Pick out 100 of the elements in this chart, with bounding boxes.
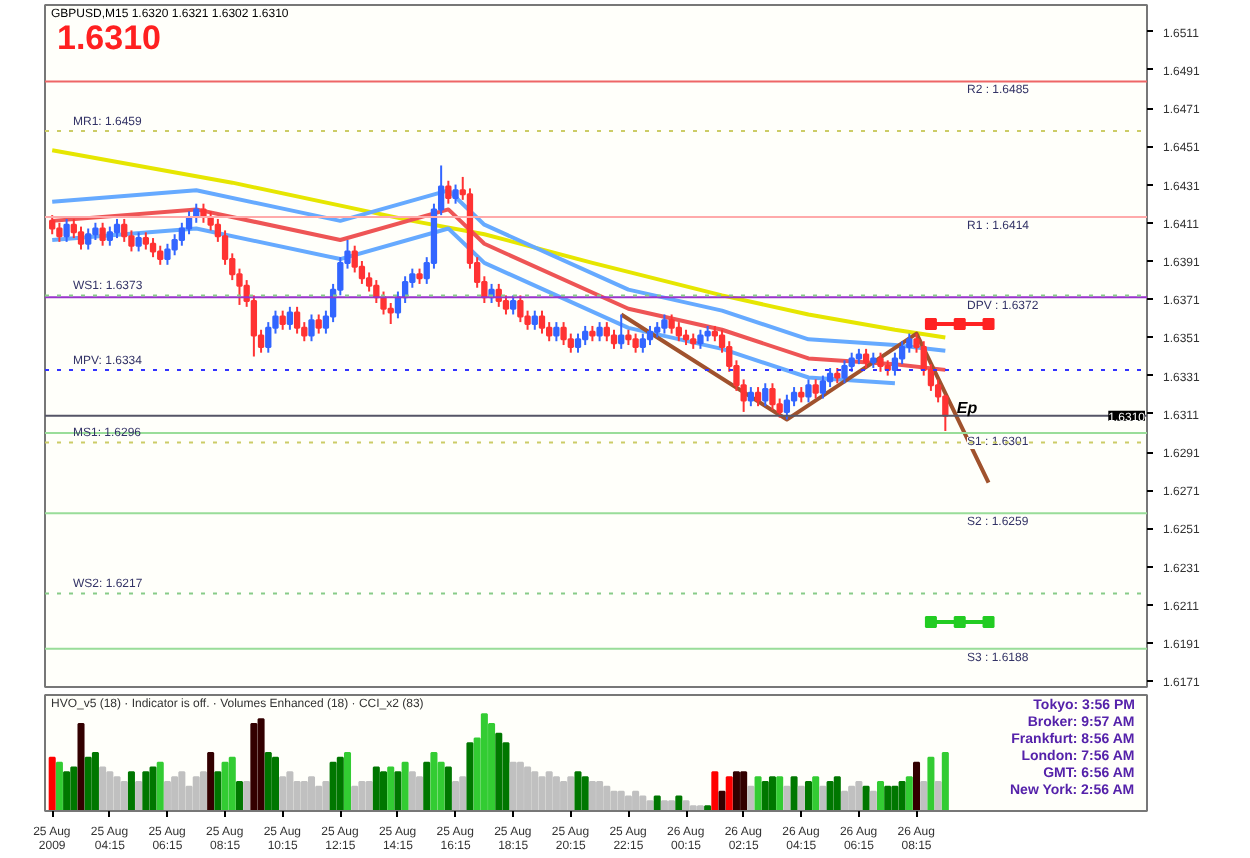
- bar: [286, 771, 294, 811]
- candlestick: [877, 351, 884, 373]
- bar: [840, 790, 849, 811]
- candlestick: [538, 309, 546, 335]
- bar: [927, 756, 935, 811]
- candlestick: [286, 305, 294, 331]
- bar: [387, 766, 395, 811]
- bar: [768, 776, 776, 811]
- candlestick: [603, 321, 610, 343]
- bar: [199, 771, 207, 811]
- bar: [718, 790, 726, 811]
- candlestick: [517, 294, 524, 324]
- bar: [790, 776, 798, 811]
- bar: [279, 776, 287, 811]
- bar: [235, 781, 243, 811]
- bar: [307, 776, 316, 811]
- candlestick: [531, 309, 538, 331]
- bar: [430, 752, 438, 811]
- candlestick: [452, 183, 459, 205]
- bar: [336, 756, 344, 811]
- candlestick: [560, 321, 567, 347]
- candlestick: [769, 382, 776, 411]
- bar: [322, 781, 330, 811]
- bar: [127, 771, 135, 811]
- bar: [372, 766, 380, 811]
- bar: [711, 771, 719, 811]
- bar: [408, 771, 416, 811]
- bar: [603, 785, 611, 811]
- bar: [70, 766, 78, 811]
- candlestick: [610, 328, 618, 350]
- bar: [884, 785, 892, 811]
- bar: [91, 752, 99, 811]
- candlestick: [668, 313, 675, 335]
- bar: [905, 776, 913, 811]
- bar: [848, 785, 856, 811]
- bar: [452, 781, 460, 811]
- candlestick: [841, 359, 848, 385]
- candlestick: [646, 324, 654, 347]
- bar: [941, 752, 949, 811]
- bar: [228, 756, 236, 811]
- candlestick: [574, 332, 582, 354]
- bar: [351, 785, 359, 811]
- candlestick: [56, 221, 63, 243]
- bar: [365, 781, 373, 811]
- bar: [617, 790, 625, 811]
- candlestick: [113, 217, 121, 240]
- bar: [423, 761, 431, 811]
- bar: [149, 766, 157, 811]
- chart-subtitle: 1.6310: [57, 19, 161, 57]
- candlestick: [445, 179, 452, 205]
- candlestick: [85, 227, 92, 251]
- candlestick: [135, 231, 142, 253]
- bar: [178, 771, 186, 811]
- bar: [509, 761, 517, 811]
- candlestick: [862, 347, 870, 369]
- candlestick: [315, 313, 322, 335]
- candlestick: [596, 321, 603, 343]
- bar: [754, 776, 762, 811]
- bar: [740, 771, 748, 811]
- bar: [891, 785, 899, 811]
- bar: [243, 781, 251, 811]
- bar: [156, 761, 164, 811]
- bar: [401, 761, 409, 811]
- line-series: [50, 226, 897, 386]
- bar: [574, 771, 582, 811]
- bar: [343, 752, 352, 811]
- bar: [682, 800, 690, 811]
- line-series: [50, 188, 948, 353]
- bar: [257, 718, 265, 811]
- bar: [862, 785, 870, 811]
- bar: [804, 781, 812, 811]
- candlestick: [121, 217, 128, 243]
- candlestick: [632, 332, 639, 354]
- bar: [77, 723, 85, 811]
- bar: [84, 756, 92, 811]
- candlestick: [293, 305, 301, 335]
- candlestick: [639, 332, 646, 354]
- bar: [776, 776, 784, 811]
- bar: [271, 756, 279, 811]
- candlestick: [697, 328, 704, 350]
- candlestick: [819, 374, 827, 400]
- candlestick: [99, 221, 106, 247]
- candlestick: [106, 225, 113, 247]
- candlestick: [747, 386, 755, 408]
- bar: [934, 781, 942, 811]
- candlestick: [812, 378, 819, 400]
- candlestick: [618, 313, 625, 350]
- bar: [632, 790, 640, 811]
- bar: [783, 785, 791, 811]
- bar: [797, 785, 805, 811]
- bar: [920, 781, 928, 811]
- candlestick: [848, 351, 855, 373]
- candlestick: [783, 393, 791, 421]
- candlestick: [762, 382, 769, 408]
- candlestick: [157, 244, 164, 266]
- bar: [869, 790, 877, 811]
- bar: [675, 795, 683, 811]
- bar: [171, 776, 179, 811]
- candlestick: [308, 313, 315, 343]
- candlestick: [582, 324, 589, 347]
